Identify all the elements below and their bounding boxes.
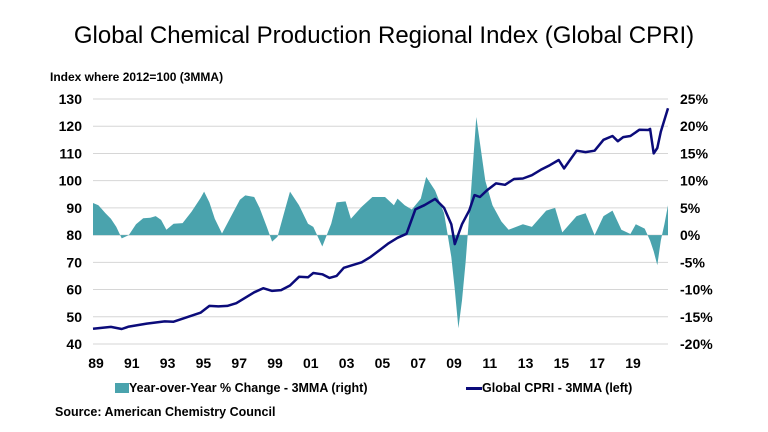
left-tick-label: 110 (59, 145, 82, 161)
left-tick-label: 90 (66, 200, 82, 216)
left-axis-label: Index where 2012=100 (3MMA) (50, 70, 224, 84)
cpri-line (92, 107, 670, 331)
legend-item-yoy: Year-over-Year % Change - 3MMA (right) (115, 381, 367, 395)
right-tick-label: -20% (680, 336, 713, 352)
source-note: Source: American Chemistry Council (55, 405, 276, 419)
right-tick-label: 0% (680, 227, 701, 243)
left-tick-label: 100 (59, 173, 83, 189)
x-tick-label: 07 (410, 355, 426, 371)
right-tick-label: 25% (680, 91, 709, 107)
left-tick-label: 120 (59, 118, 83, 134)
x-tick-label: 89 (88, 355, 104, 371)
x-tick-label: 91 (124, 355, 140, 371)
legend-item-cpri: Global CPRI - 3MMA (left) (466, 381, 632, 395)
x-tick-label: 15 (554, 355, 570, 371)
right-tick-label: -5% (680, 254, 705, 270)
x-tick-label: 99 (267, 355, 283, 371)
x-tick-label: 93 (160, 355, 176, 371)
yoy-area (93, 117, 668, 329)
x-tick-label: 05 (375, 355, 391, 371)
x-tick-label: 09 (446, 355, 462, 371)
chart-title: Global Chemical Production Regional Inde… (73, 22, 695, 49)
left-tick-label: 70 (66, 254, 82, 270)
legend-label-yoy: Year-over-Year % Change - 3MMA (right) (129, 381, 368, 395)
x-tick-label: 11 (482, 355, 497, 371)
legend-swatch-line (466, 386, 482, 390)
x-tick-label: 97 (231, 355, 247, 371)
left-tick-label: 80 (66, 227, 82, 243)
right-tick-label: 5% (680, 200, 701, 216)
right-tick-label: -10% (680, 282, 713, 298)
x-tick-label: 95 (196, 355, 212, 371)
x-tick-label: 13 (518, 355, 534, 371)
left-tick-label: 60 (66, 282, 82, 298)
legend-label-cpri: Global CPRI - 3MMA (left) (482, 381, 633, 395)
right-tick-label: 10% (680, 173, 709, 189)
right-tick-label: 20% (680, 118, 709, 134)
x-tick-label: 03 (339, 355, 355, 371)
legend-swatch-area (115, 383, 129, 393)
left-tick-label: 50 (66, 309, 82, 325)
left-tick-label: 130 (59, 91, 83, 107)
x-tick-label: 19 (625, 355, 641, 371)
right-tick-label: 15% (680, 145, 709, 161)
x-tick-label: 17 (589, 355, 605, 371)
x-tick-label: 01 (303, 355, 319, 371)
right-tick-label: -15% (680, 309, 713, 325)
left-tick-label: 40 (66, 336, 82, 352)
